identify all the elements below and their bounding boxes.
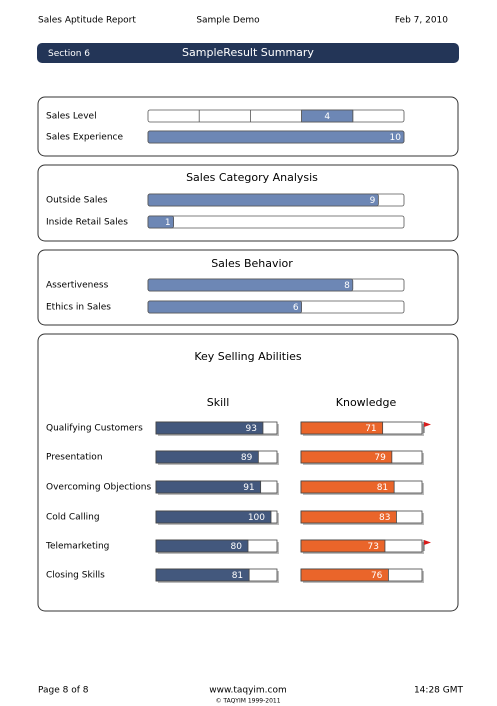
section-bar (37, 43, 459, 63)
row-label: Assertiveness (46, 281, 109, 291)
flag (424, 422, 431, 427)
bar-value: 93 (245, 424, 256, 434)
section-label: Section 6 (48, 49, 90, 59)
report-date: Feb 7, 2010 (395, 16, 448, 26)
bar (300, 480, 395, 494)
bar (147, 278, 354, 292)
report-subtitle: Sample Demo (196, 16, 260, 26)
bar (155, 450, 259, 464)
copyright: © TAQYIM 1999-2011 (215, 698, 280, 705)
bar (147, 300, 303, 314)
bar-value: 80 (231, 542, 243, 552)
bar-value: 83 (379, 513, 390, 523)
row-label: Telemarketing (45, 542, 109, 552)
bar-value: 89 (241, 453, 253, 463)
flag (424, 540, 431, 545)
row-label: Sales Experience (46, 133, 123, 143)
bar-value: 9 (370, 196, 376, 206)
bar-value: 76 (371, 571, 383, 581)
row-label: Overcoming Objections (46, 483, 151, 493)
page-number: Page 8 of 8 (38, 686, 89, 696)
bar-track (147, 215, 405, 229)
bar-value: 91 (243, 483, 254, 493)
section-title: SampleResult Summary (182, 46, 314, 59)
column-header: Knowledge (336, 396, 397, 409)
time: 14:28 GMT (414, 686, 464, 696)
bar-value: 79 (374, 453, 386, 463)
bar (300, 421, 384, 435)
bar (300, 539, 386, 553)
bar (155, 480, 262, 494)
bar (155, 568, 250, 582)
bar-value: 6 (293, 303, 299, 313)
level-panel (37, 96, 459, 157)
bar (155, 510, 272, 524)
panel-title: Sales Category Analysis (186, 171, 318, 184)
bar-value: 81 (232, 571, 243, 581)
bar (300, 568, 389, 582)
column-header: Skill (207, 396, 230, 409)
row-label: Presentation (46, 453, 103, 463)
bar-track (147, 109, 405, 123)
bar-value: 81 (377, 483, 388, 493)
bar (300, 510, 397, 524)
bar (147, 193, 379, 207)
row-label: Cold Calling (46, 513, 100, 523)
row-label: Ethics in Sales (46, 303, 111, 313)
panel-title: Key Selling Abilities (194, 350, 302, 363)
bar-value: 71 (365, 424, 376, 434)
bar (301, 109, 354, 123)
bar (155, 539, 249, 553)
bar (147, 215, 175, 229)
row-label: Qualifying Customers (46, 424, 143, 434)
bar (300, 450, 393, 464)
bar-value: 100 (248, 513, 265, 523)
row-label: Sales Level (46, 112, 97, 122)
bar-value: 73 (367, 542, 378, 552)
bar (155, 421, 264, 435)
row-label: Closing Skills (46, 571, 105, 581)
site: www.taqyim.com (209, 686, 287, 696)
bar-value: 10 (390, 133, 402, 143)
row-label: Inside Retail Sales (46, 218, 128, 228)
bar-value: 1 (165, 218, 171, 228)
report-title: Sales Aptitude Report (38, 16, 136, 26)
bar (147, 130, 405, 144)
row-label: Outside Sales (46, 196, 108, 206)
bar-value: 4 (324, 112, 330, 122)
bar-value: 8 (344, 281, 350, 291)
panel-title: Sales Behavior (211, 257, 293, 270)
